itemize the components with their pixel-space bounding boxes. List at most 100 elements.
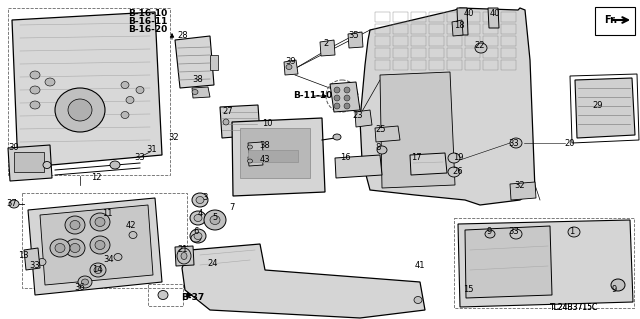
Bar [393,48,408,58]
Bar [465,36,480,46]
Text: 10: 10 [262,118,272,128]
Ellipse shape [196,197,204,204]
Bar [393,36,408,46]
Polygon shape [320,40,335,56]
Bar [465,48,480,58]
Ellipse shape [190,229,206,243]
Text: B-16-20: B-16-20 [129,26,168,34]
Text: 38: 38 [260,140,270,150]
Polygon shape [335,155,382,178]
Ellipse shape [136,86,144,93]
Ellipse shape [192,90,198,94]
Polygon shape [232,118,325,196]
Polygon shape [284,60,298,75]
Text: 3: 3 [202,194,208,203]
Bar [375,12,390,22]
Text: B-16-10: B-16-10 [129,10,168,19]
Bar [501,60,516,70]
Ellipse shape [248,145,253,149]
Bar [465,60,480,70]
Ellipse shape [90,213,110,231]
Bar [447,36,462,46]
Ellipse shape [190,211,206,225]
Text: 43: 43 [260,155,270,165]
Text: 34: 34 [104,255,115,263]
Polygon shape [192,87,210,98]
Ellipse shape [248,159,253,163]
Bar [429,60,444,70]
Ellipse shape [68,99,92,121]
Text: TL24B3715C: TL24B3715C [550,303,598,313]
Text: 17: 17 [411,153,421,162]
Ellipse shape [475,43,487,53]
Bar [393,24,408,34]
Polygon shape [510,182,536,200]
Bar [210,55,218,70]
Ellipse shape [30,86,40,94]
Text: 39: 39 [285,57,296,66]
Ellipse shape [286,64,292,70]
Text: 33: 33 [29,261,40,270]
Ellipse shape [95,241,105,249]
Polygon shape [8,145,52,181]
Bar [429,48,444,58]
Ellipse shape [334,95,340,101]
Polygon shape [248,156,263,166]
Ellipse shape [414,296,422,303]
Text: 36: 36 [75,283,85,292]
Text: 20: 20 [564,138,575,147]
Text: 2: 2 [323,40,328,48]
Ellipse shape [485,230,495,238]
Bar [465,12,480,22]
Text: 25: 25 [376,125,387,135]
Bar [8,8,170,175]
Ellipse shape [448,153,460,163]
Ellipse shape [568,227,580,237]
Text: 16: 16 [340,153,350,162]
Polygon shape [182,244,425,318]
Ellipse shape [510,138,522,148]
Ellipse shape [204,210,226,230]
Text: 14: 14 [92,265,102,275]
Ellipse shape [210,216,220,225]
Polygon shape [380,72,455,188]
Ellipse shape [55,88,105,132]
Bar [483,48,498,58]
Text: 13: 13 [18,250,28,259]
Text: 11: 11 [102,209,112,218]
Bar [501,36,516,46]
Ellipse shape [50,239,70,257]
Text: 9: 9 [611,286,616,294]
Ellipse shape [55,243,65,253]
Ellipse shape [611,279,625,291]
Text: 26: 26 [452,167,463,176]
Bar [411,12,426,22]
Bar [429,36,444,46]
Text: 41: 41 [415,261,425,270]
Ellipse shape [30,101,40,109]
Ellipse shape [90,236,110,254]
Bar [375,60,390,70]
Bar [501,24,516,34]
Polygon shape [12,12,162,168]
Text: 19: 19 [452,152,463,161]
Text: 37: 37 [6,199,17,209]
Ellipse shape [344,87,350,93]
Ellipse shape [30,71,40,79]
Bar [248,150,298,162]
Ellipse shape [38,258,46,265]
Polygon shape [348,32,363,48]
Bar [447,12,462,22]
Ellipse shape [110,161,120,169]
Text: 1: 1 [570,227,575,236]
Ellipse shape [121,112,129,118]
Ellipse shape [158,291,168,300]
Ellipse shape [81,279,88,285]
Ellipse shape [177,248,191,264]
Polygon shape [175,246,194,266]
Polygon shape [360,8,535,205]
Bar [501,48,516,58]
Polygon shape [28,198,162,295]
Bar [429,12,444,22]
Text: 18: 18 [454,21,464,31]
